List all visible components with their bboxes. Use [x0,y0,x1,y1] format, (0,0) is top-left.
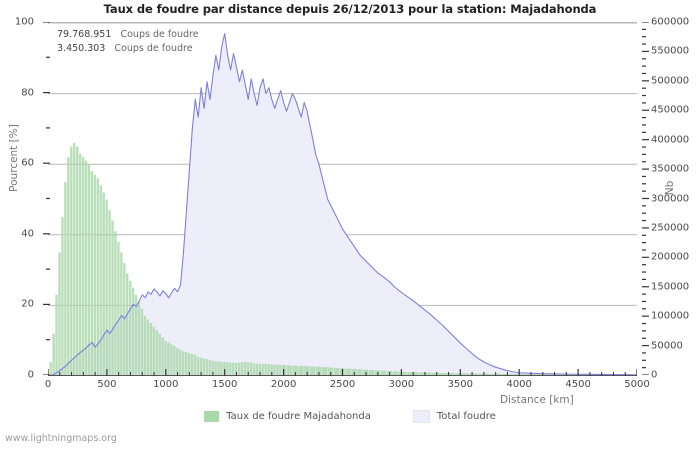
x-axis-title: Distance [km] [500,394,574,406]
chart-legend: Taux de foudre Majadahonda Total foudre [0,410,700,423]
plot-canvas [48,23,637,376]
annotation-label: Coups de foudre [117,29,199,40]
y-axis-right-ticks: 0 50000 100000 150000 200000 250000 300000 3500… [642,17,700,381]
y-tick-right-label: 0 [651,369,658,381]
y-tick-left-label: 60 [21,157,34,169]
x-tick-label: 3000 [388,379,415,390]
y-tick-right-label: 450000 [651,104,690,116]
y-tick-right-label: 250000 [651,222,690,234]
x-tick-label: 1000 [153,379,179,390]
x-tick-label: 4500 [565,379,591,390]
legend-label: Taux de foudre Majadahonda [226,411,371,422]
annotation-value: 3.450.303 [57,43,106,54]
y-tick-right-label: 600000 [651,16,690,28]
legend-item[interactable]: Taux de foudre Majadahonda [204,411,371,422]
y-tick-right-label: 350000 [651,163,690,175]
annotation-row: 3.450.303 Coups de foudre [57,42,199,56]
x-tick-label: 4000 [506,379,532,390]
y-tick-left-label: 40 [21,228,34,240]
y-tick-right-label: 150000 [651,281,690,293]
x-tick-label: 1500 [211,379,238,390]
annotation-row: 79.768.951 Coups de foudre [57,28,199,42]
x-tick-label: 0 [44,379,52,390]
y-tick-right-label: 500000 [651,75,690,87]
y-tick-left-label: 100 [14,16,34,28]
legend-item[interactable]: Total foudre [412,410,496,423]
plot-area [48,22,637,376]
y-tick-left-label: 80 [21,87,34,99]
y-tick-left-label: 20 [21,298,34,310]
legend-swatch [412,410,430,423]
footer-url: www.lightningmaps.org [5,433,117,444]
legend-swatch [204,411,220,422]
y-tick-right-label: 200000 [651,251,690,263]
x-tick-label: 500 [97,379,117,390]
y-axis-right-title: Nb [664,180,676,196]
y-tick-right-label: 300000 [651,193,690,204]
total-foudre-area [48,33,637,376]
annotation-value: 79.768.951 [57,29,112,40]
y-tick-right-label: 50000 [651,340,683,352]
chart-title: Taux de foudre par distance depuis 26/12… [103,2,597,16]
y-axis-left-spine [43,22,50,375]
y-tick-right-label: 400000 [651,134,690,146]
total-foudre-line [50,33,637,376]
legend-label: Total foudre [436,411,496,422]
y-axis-left-ticks: 0 20 40 60 80 100 [0,17,50,381]
annotation-label: Coups de foudre [111,43,193,54]
x-tick-label: 3500 [447,379,474,390]
y-tick-right-label: 550000 [651,45,690,57]
y-axis-left-title: Pourcent [%] [8,124,20,192]
annotation-box: 79.768.951 Coups de foudre 3.450.303 Coup… [57,28,199,56]
x-tick-label: 2000 [270,379,297,390]
x-tick-label: 5000 [624,379,650,390]
y-tick-left-label: 0 [27,369,34,381]
y-axis-right-spine [642,22,649,375]
y-tick-right-label: 100000 [651,310,690,322]
x-axis-ticks: 0 500 1000 1500 2000 2500 3000 3500 4000 4500 5000 [44,379,650,395]
x-tick-label: 2500 [329,379,356,390]
